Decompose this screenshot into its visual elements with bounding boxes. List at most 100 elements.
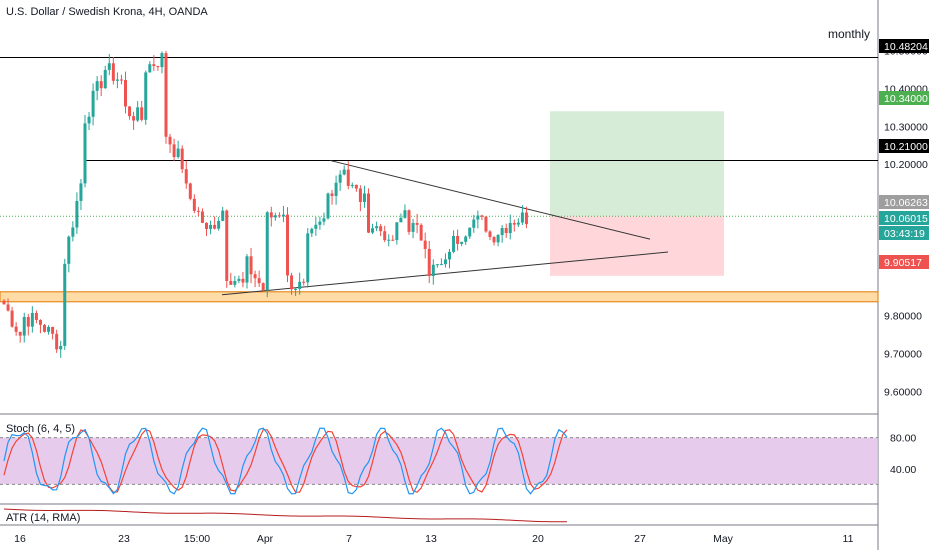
price-tag-label: 10.34000	[884, 93, 928, 105]
candle-body	[18, 331, 22, 336]
price-tag	[879, 211, 929, 225]
candle-body	[241, 278, 245, 283]
candle-body	[411, 223, 415, 232]
candle-body	[192, 198, 196, 211]
candle-body	[75, 200, 79, 228]
support-zone	[0, 291, 879, 303]
candle-body	[302, 281, 306, 283]
monthly-label: monthly	[828, 27, 870, 41]
time-label: 23	[118, 533, 130, 545]
candle-body	[265, 212, 269, 291]
target-zone	[550, 111, 724, 217]
price-tag	[879, 39, 929, 53]
candle-body	[43, 324, 46, 332]
candle-body	[2, 300, 6, 305]
candle-body	[431, 264, 435, 276]
candle-body	[443, 259, 447, 265]
candle-body	[59, 345, 63, 350]
candle-body	[500, 228, 504, 236]
time-label: Apr	[257, 533, 274, 545]
candle-body	[427, 248, 431, 276]
candle-body	[330, 193, 334, 196]
price-tag-label: 03:43:19	[884, 228, 925, 240]
candle-body	[22, 317, 26, 336]
candle-body	[273, 215, 277, 218]
candle-body	[152, 64, 156, 67]
candle-body	[520, 212, 524, 223]
candle-body	[387, 239, 391, 241]
candle-body	[512, 222, 516, 225]
candle-body	[480, 215, 484, 217]
time-label: 15:00	[184, 533, 210, 545]
candle-body	[184, 169, 188, 184]
candle-body	[79, 183, 83, 201]
candle-body	[423, 240, 427, 249]
candle-body	[516, 222, 520, 225]
candle-body	[196, 210, 200, 212]
candle-body	[419, 224, 423, 241]
price-tag	[879, 255, 929, 269]
candle-body	[107, 63, 111, 70]
candle-body	[290, 275, 294, 290]
candle-body	[160, 53, 164, 68]
candle-body	[391, 239, 395, 241]
candle-body	[371, 228, 375, 233]
candle-body	[399, 217, 403, 223]
price-tag-label: 10.06263	[884, 197, 928, 209]
candle-body	[55, 333, 59, 350]
time-label: 27	[634, 533, 646, 545]
candle-body	[456, 235, 460, 244]
time-label: May	[713, 533, 734, 545]
candle-body	[492, 237, 496, 243]
candle-body	[342, 169, 346, 175]
candle-body	[358, 188, 362, 202]
candle-body	[448, 251, 451, 260]
candle-body	[221, 210, 225, 221]
candle-body	[379, 226, 383, 232]
candle-body	[395, 222, 399, 240]
candle-body	[148, 64, 152, 73]
candle-body	[99, 81, 103, 89]
candle-body	[310, 228, 314, 234]
candles	[2, 50, 528, 358]
candle-body	[257, 278, 261, 284]
price-tag	[879, 226, 929, 240]
candle-body	[71, 227, 75, 237]
candle-body	[119, 79, 123, 81]
price-tag	[879, 91, 929, 105]
candle-body	[298, 281, 302, 289]
candle-body	[286, 214, 289, 276]
candle-body	[95, 81, 99, 91]
candle-body	[452, 235, 456, 252]
candle-body	[476, 215, 480, 220]
candle-body	[460, 241, 464, 244]
price-tick-label: 10.20000	[884, 159, 928, 171]
price-tag-label: 10.21000	[884, 141, 928, 153]
candle-body	[225, 210, 229, 281]
candle-body	[367, 193, 370, 233]
candle-body	[269, 212, 273, 218]
candle-body	[362, 193, 366, 202]
candle-body	[200, 211, 204, 223]
candle-body	[261, 283, 265, 291]
candle-body	[205, 222, 208, 229]
candle-body	[318, 221, 322, 225]
time-label: 13	[425, 533, 437, 545]
price-tag-label: 10.06015	[884, 213, 928, 225]
candle-body	[488, 231, 492, 238]
candle-body	[47, 326, 51, 332]
candle-body	[314, 224, 318, 229]
candle-body	[156, 66, 160, 68]
candle-body	[10, 310, 14, 327]
candle-body	[144, 72, 148, 120]
candle-body	[407, 210, 411, 232]
candle-body	[26, 317, 30, 327]
candle-body	[63, 263, 67, 346]
candle-body	[383, 231, 387, 241]
candle-body	[435, 264, 439, 266]
candle-body	[472, 219, 476, 228]
candle-body	[136, 107, 140, 121]
time-label: 16	[14, 533, 26, 545]
candle-body	[464, 236, 468, 242]
